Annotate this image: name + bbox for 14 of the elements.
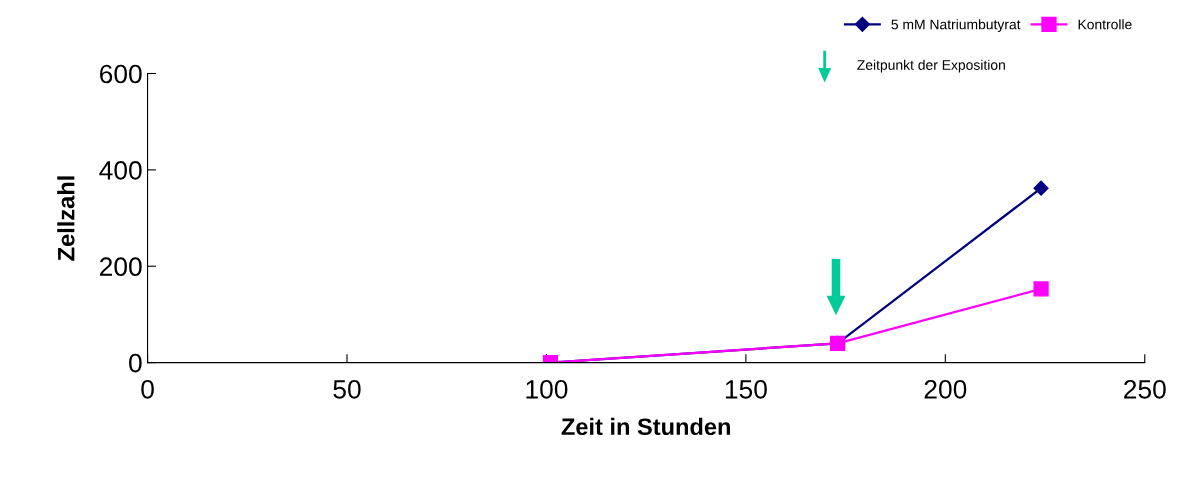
x-axis-title: Zeit in Stunden	[561, 417, 730, 436]
y-tick-label: 400	[99, 161, 142, 180]
x-tick-label: 200	[924, 379, 967, 399]
y-tick-label: 200	[100, 257, 142, 277]
x-tick-label: 150	[725, 379, 767, 399]
y-tick-label: 0	[129, 353, 142, 373]
x-tick-label: 100	[526, 379, 568, 399]
x-tick-label: 50	[333, 379, 361, 399]
text: Zeitpunkt der Exposition	[857, 59, 1005, 73]
x-tick-label: 250	[1124, 379, 1166, 399]
y-axis-title: Zellzahl	[57, 176, 75, 261]
y-tick-label: 600	[100, 64, 142, 84]
legend-label: 5 mM Natriumbutyrat	[891, 19, 1021, 33]
legend-label: Kontrolle	[1078, 19, 1132, 30]
